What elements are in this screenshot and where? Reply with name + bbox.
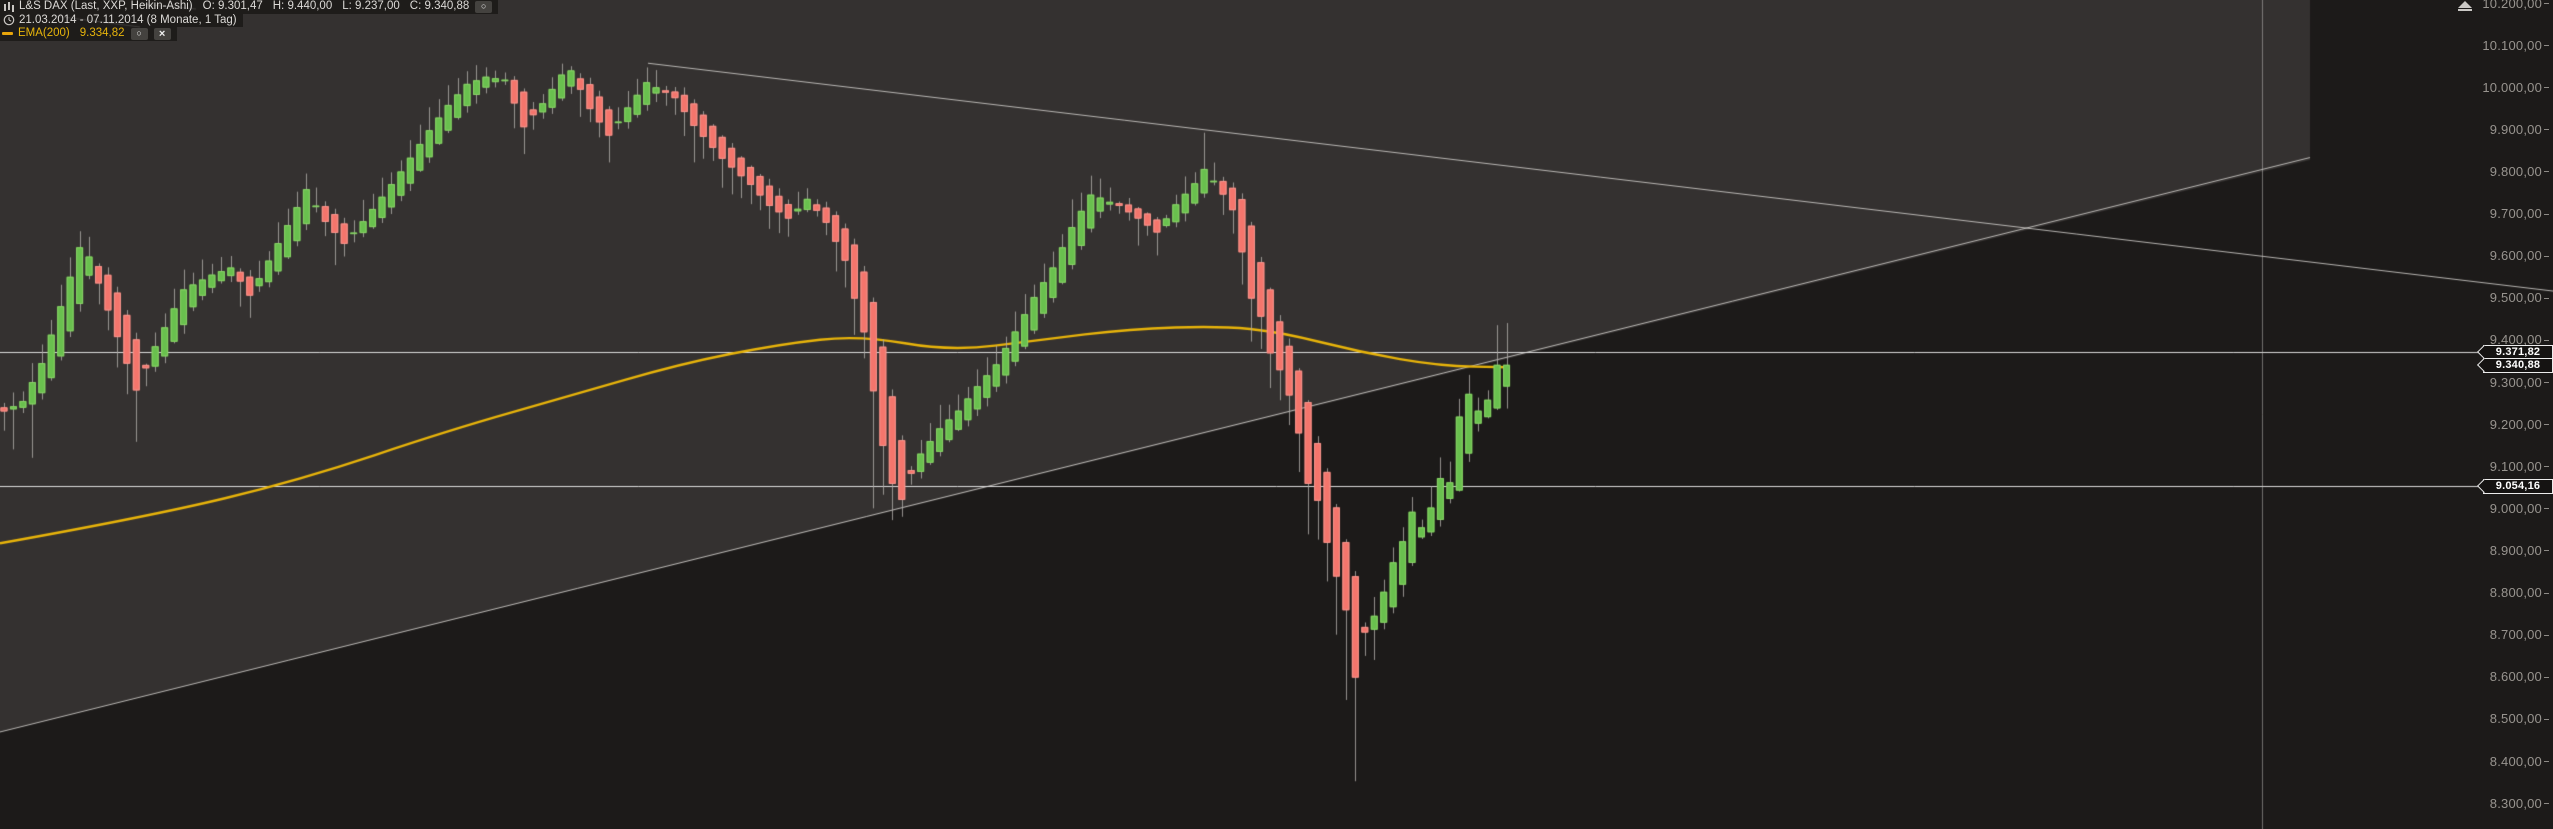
axis-tick — [2544, 171, 2549, 173]
ohlc-high: H: 9.440,00 — [272, 0, 333, 13]
triangle-base-bar — [2458, 9, 2472, 11]
axis-tick-label: 9.500,00 — [2489, 290, 2542, 306]
axis-tick — [2544, 634, 2549, 636]
axis-tick-label: 9.400,00 — [2489, 332, 2542, 348]
axis-tick-label: 9.900,00 — [2489, 121, 2542, 137]
ema-name: EMA(200) — [18, 27, 70, 40]
axis-tick — [2544, 255, 2549, 257]
axis-tick — [2544, 550, 2549, 552]
ema-remove-button[interactable]: × — [153, 27, 171, 40]
axis-tick-label: 8.500,00 — [2489, 711, 2542, 727]
axis-tick — [2544, 592, 2549, 594]
axis-tick-label: 9.800,00 — [2489, 163, 2542, 179]
clock-icon — [2, 14, 16, 26]
axis-tick — [2544, 45, 2549, 47]
date-range-text: 21.03.2014 - 07.11.2014 (8 Monate, 1 Tag… — [19, 13, 237, 26]
axis-tick-label: 9.200,00 — [2489, 416, 2542, 432]
ohlc-open: O: 9.301,47 — [202, 0, 263, 13]
axis-tick — [2544, 129, 2549, 131]
axis-tick-label: 9.600,00 — [2489, 248, 2542, 264]
axis-tick-label: 8.600,00 — [2489, 669, 2542, 685]
axis-tick-label: 10.100,00 — [2482, 37, 2542, 53]
axis-tick — [2544, 213, 2549, 215]
instrument-title: L&S DAX (Last, XXP, Heikin-Ashi) — [19, 0, 193, 13]
axis-tick-label: 8.400,00 — [2489, 753, 2542, 769]
axis-tick-label: 9.300,00 — [2489, 374, 2542, 390]
ohlc-low: L: 9.237,00 — [342, 0, 400, 13]
axis-tick — [2544, 424, 2549, 426]
axis-tick — [2544, 676, 2549, 678]
axis-tick-label: 10.000,00 — [2482, 79, 2542, 95]
axis-tick — [2544, 718, 2549, 720]
axis-tick — [2544, 761, 2549, 763]
axis-tick-label: 9.100,00 — [2489, 458, 2542, 474]
axis-tick-label: 8.800,00 — [2489, 585, 2542, 601]
ema-value: 9.334,82 — [79, 27, 125, 40]
axis-tick — [2544, 297, 2549, 299]
axis-tick-label: 8.700,00 — [2489, 627, 2542, 643]
axis-tick-label: 8.900,00 — [2489, 542, 2542, 558]
ema-settings-button[interactable]: ○ — [130, 27, 148, 40]
axis-tick — [2544, 339, 2549, 341]
ohlc-close: C: 9.340,88 — [409, 0, 470, 13]
ema-color-swatch — [2, 32, 13, 36]
legend-range-row: 21.03.2014 - 07.11.2014 (8 Monate, 1 Tag… — [0, 13, 243, 27]
axis-tick — [2544, 3, 2549, 4]
axis-tick — [2544, 508, 2549, 510]
legend-instrument-row: L&S DAX (Last, XXP, Heikin-Ashi) O: 9.30… — [0, 0, 499, 14]
axis-tick-label: 9.700,00 — [2489, 206, 2542, 222]
instrument-settings-button[interactable]: ○ — [475, 0, 493, 13]
axis-tick — [2544, 87, 2549, 89]
axis-scroll-up-icon[interactable] — [2456, 1, 2474, 13]
candlestick-icon — [2, 1, 16, 13]
price-tag: 9.340,88 — [2483, 357, 2553, 373]
axis-tick — [2544, 382, 2549, 384]
axis-tick — [2544, 803, 2549, 805]
axis-tick — [2544, 466, 2549, 468]
axis-tick-label: 10.200,00 — [2482, 0, 2542, 11]
triangle-up-icon — [2458, 1, 2472, 8]
axis-tick-label: 9.000,00 — [2489, 500, 2542, 516]
axis-tick-label: 8.300,00 — [2489, 795, 2542, 811]
legend-indicator-row: EMA(200) 9.334,82 ○ × — [0, 27, 177, 41]
price-tag: 9.054,16 — [2483, 478, 2553, 494]
